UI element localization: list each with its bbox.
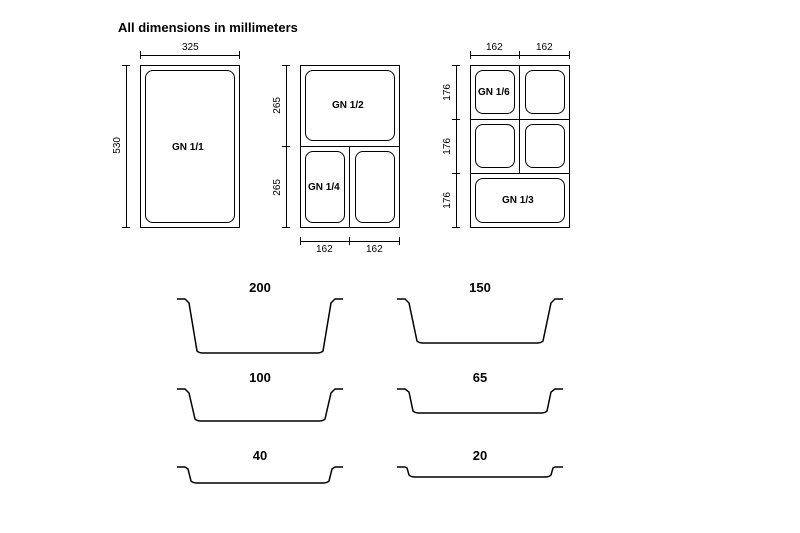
dim-label: 265 (272, 97, 283, 114)
dim-label: 162 (536, 42, 553, 53)
depth-40: 40 (175, 448, 345, 485)
depth-label: 200 (175, 280, 345, 295)
pan-label-gn-1-6: GN 1/6 (478, 87, 510, 98)
dim-label: 162 (366, 244, 383, 255)
dim-label: 176 (442, 84, 453, 101)
dim-label: 176 (442, 192, 453, 209)
pan-label-gn-1-1: GN 1/1 (172, 142, 204, 153)
depth-label: 150 (395, 280, 565, 295)
depth-label: 40 (175, 448, 345, 463)
dim-label: 162 (486, 42, 503, 53)
dim-label: 325 (182, 42, 199, 53)
dim-label: 176 (442, 138, 453, 155)
depth-150: 150 (395, 280, 565, 345)
depth-100: 100 (175, 370, 345, 423)
pan-label-gn-1-3: GN 1/3 (502, 195, 534, 206)
dim-label: 530 (112, 137, 123, 154)
dim-label: 162 (316, 244, 333, 255)
depth-label: 100 (175, 370, 345, 385)
depth-20: 20 (395, 448, 565, 479)
pan-label-gn-1-4: GN 1/4 (308, 182, 340, 193)
depth-200: 200 (175, 280, 345, 355)
pan-label-gn-1-2: GN 1/2 (332, 100, 364, 111)
title: All dimensions in millimeters (118, 20, 298, 35)
depth-label: 65 (395, 370, 565, 385)
depth-65: 65 (395, 370, 565, 415)
dim-label: 265 (272, 179, 283, 196)
depth-label: 20 (395, 448, 565, 463)
